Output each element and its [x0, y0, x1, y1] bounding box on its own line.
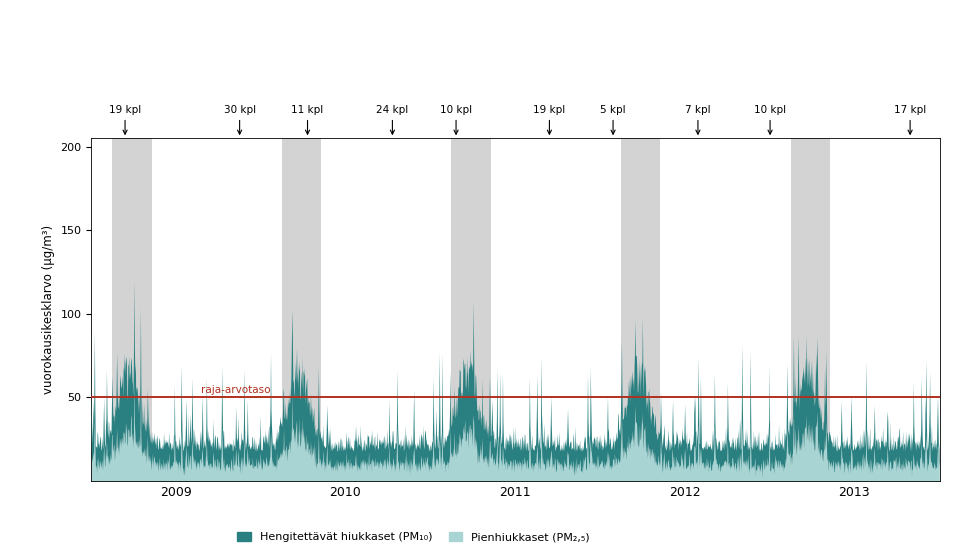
Text: 17 kpl: 17 kpl	[894, 105, 926, 134]
Bar	[452, 138, 491, 481]
Text: 19 kpl: 19 kpl	[109, 105, 141, 134]
Bar	[112, 138, 152, 481]
Text: 24 kpl: 24 kpl	[376, 105, 409, 134]
Text: 11 kpl: 11 kpl	[292, 105, 323, 134]
Bar	[282, 138, 321, 481]
Text: 30 kpl: 30 kpl	[223, 105, 256, 134]
Text: 19 kpl: 19 kpl	[533, 105, 566, 134]
Text: 5 kpl: 5 kpl	[600, 105, 626, 134]
Text: 10 kpl: 10 kpl	[754, 105, 786, 134]
Text: 7 kpl: 7 kpl	[685, 105, 711, 134]
Text: 10 kpl: 10 kpl	[440, 105, 472, 134]
Y-axis label: vuorokausikesklarvo (µg/m³): vuorokausikesklarvo (µg/m³)	[41, 225, 55, 394]
Bar	[790, 138, 830, 481]
Bar	[621, 138, 661, 481]
Legend: Hengitettävät hiukkaset (PM₁₀), Pienhiukkaset (PM₂,₅): Hengitettävät hiukkaset (PM₁₀), Pienhiuk…	[233, 528, 595, 547]
Text: raja-arvotaso: raja-arvotaso	[201, 385, 271, 395]
